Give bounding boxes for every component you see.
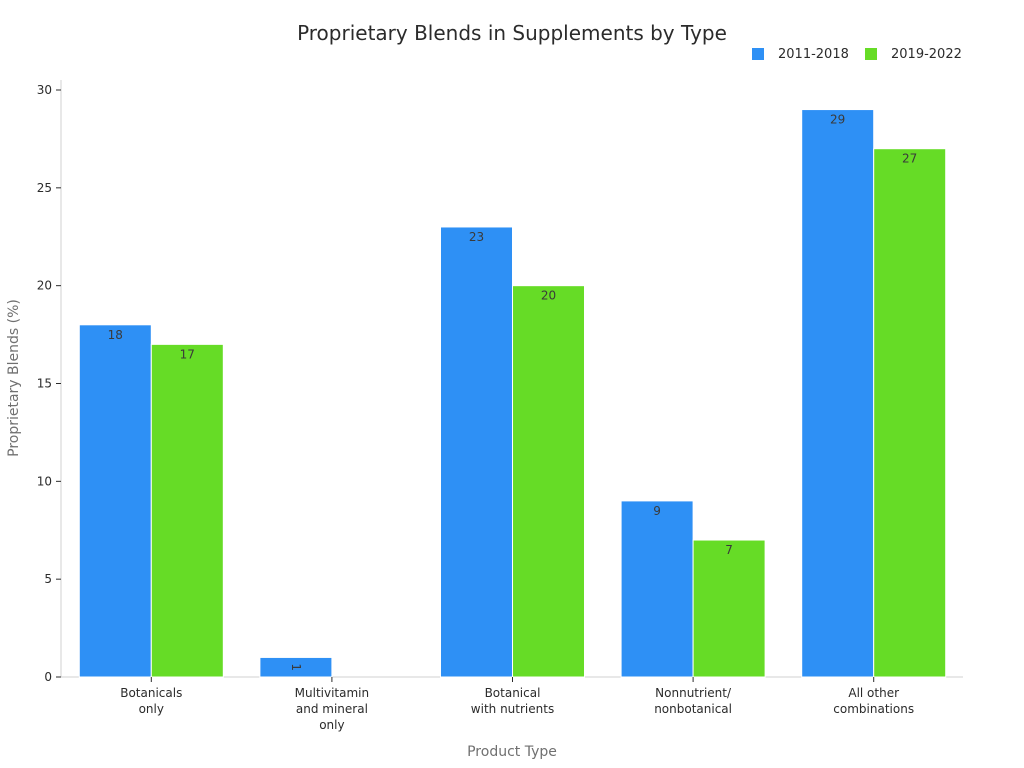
legend-swatch [752,48,764,60]
x-tick-label: Multivitamin and mineral only [295,686,369,732]
bar-data-label: 17 [180,347,195,361]
y-tick-label: 25 [37,181,52,195]
bar-2019-2022 [692,539,766,678]
legend: 2011-2018 2019-2022 [752,47,962,62]
legend-swatch [865,48,877,60]
bar-data-label: 29 [830,113,845,127]
y-tick-label: 15 [37,377,52,391]
bar-2011-2018 [440,226,513,678]
bar-data-label: 20 [541,289,556,303]
bar-2011-2018 [78,324,152,678]
chart-title: Proprietary Blends in Supplements by Typ… [297,21,727,45]
x-tick-label: All other combinations [833,686,914,716]
x-axis-title: Product Type [467,744,557,760]
y-tick-label: 30 [37,83,52,97]
x-ticks: Botanicals only Multivitamin and mineral onl… [120,677,914,732]
data-labels: 18 17 1 23 20 9 7 29 27 [108,113,918,671]
bar-2019-2022 [873,148,947,678]
bar-data-label: 23 [469,230,484,244]
bar-2011-2018 [801,109,875,678]
x-tick-label: Botanicals only [120,686,182,716]
y-tick-label: 10 [37,474,52,488]
bar-2011-2018 [620,500,694,678]
bar-2019-2022 [150,343,224,678]
bar-data-label: 7 [725,543,733,557]
bar-data-label: 9 [653,504,661,518]
legend-label: 2011-2018 [778,47,849,62]
bar-data-label: 18 [108,328,123,342]
bar-2019-2022 [512,285,585,678]
bars [78,109,947,678]
x-tick-label: Botanical with nutrients [471,686,554,716]
x-tick-label: Nonnutrient/nonbotanical [654,686,732,716]
y-tick-label: 5 [44,572,52,586]
bar-data-label: 1 [289,663,303,671]
y-ticks: 0 5 10 15 20 25 30 [37,83,61,684]
y-tick-label: 20 [37,279,52,293]
legend-label: 2019-2022 [891,47,962,62]
bar-data-label: 27 [902,152,917,166]
bar-2011-2018 [259,656,333,678]
y-axis-title: Proprietary Blends (%) [6,299,22,457]
y-tick-label: 0 [44,670,52,684]
